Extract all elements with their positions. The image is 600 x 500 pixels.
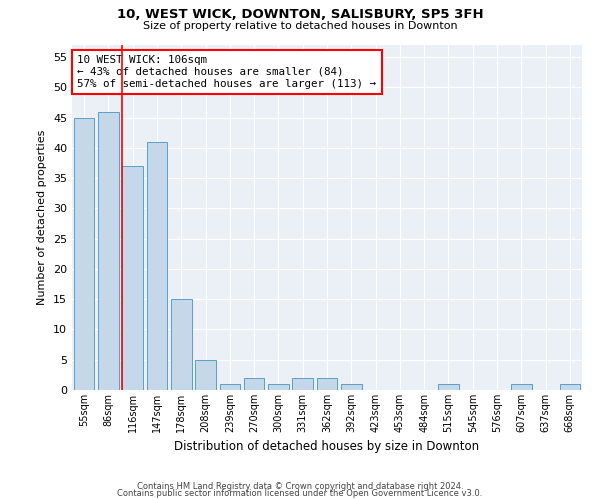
Bar [438,384,459,390]
Text: 10, WEST WICK, DOWNTON, SALISBURY, SP5 3FH: 10, WEST WICK, DOWNTON, SALISBURY, SP5 3… [116,8,484,20]
Bar [74,118,94,390]
Bar [341,384,362,390]
Bar [122,166,143,390]
Text: 10 WEST WICK: 106sqm
← 43% of detached houses are smaller (84)
57% of semi-detac: 10 WEST WICK: 106sqm ← 43% of detached h… [77,56,376,88]
Bar [220,384,240,390]
Text: Contains public sector information licensed under the Open Government Licence v3: Contains public sector information licen… [118,490,482,498]
X-axis label: Distribution of detached houses by size in Downton: Distribution of detached houses by size … [175,440,479,454]
Bar [146,142,167,390]
Bar [511,384,532,390]
Bar [171,299,191,390]
Bar [292,378,313,390]
Bar [244,378,265,390]
Bar [98,112,119,390]
Y-axis label: Number of detached properties: Number of detached properties [37,130,47,305]
Bar [195,360,216,390]
Bar [268,384,289,390]
Bar [317,378,337,390]
Text: Size of property relative to detached houses in Downton: Size of property relative to detached ho… [143,21,457,31]
Text: Contains HM Land Registry data © Crown copyright and database right 2024.: Contains HM Land Registry data © Crown c… [137,482,463,491]
Bar [560,384,580,390]
